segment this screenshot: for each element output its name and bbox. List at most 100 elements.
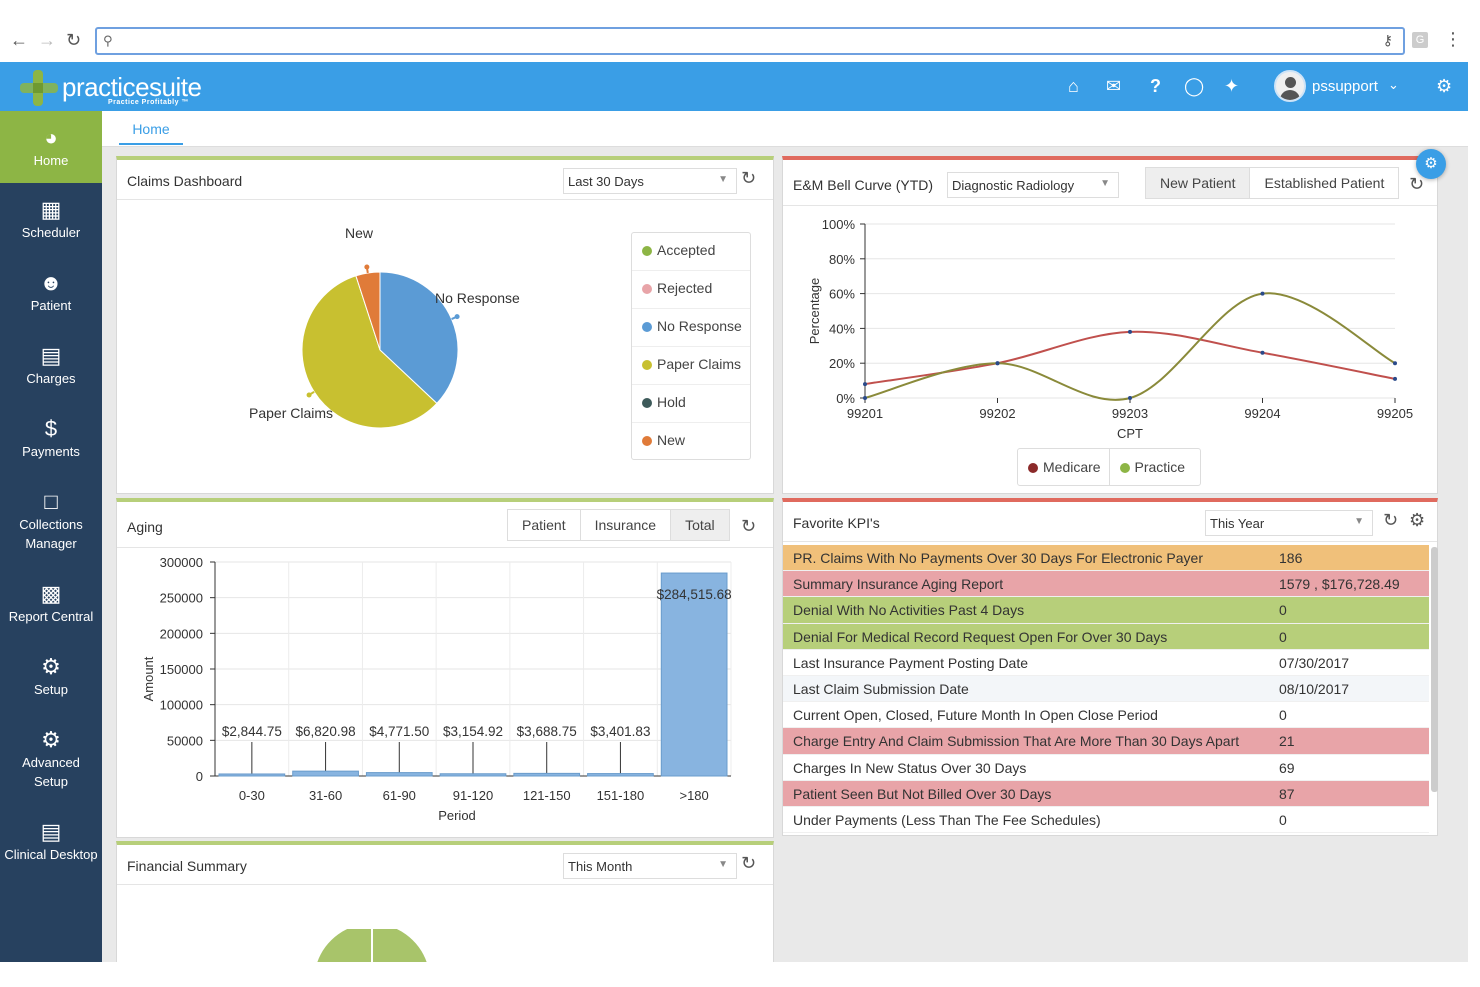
kpi-name: Last Claim Submission Date (793, 680, 969, 697)
sidebar-item-scheduler[interactable]: ▦ Scheduler (0, 197, 102, 242)
refresh-icon[interactable]: ↻ (1383, 510, 1399, 530)
kpi-row[interactable]: Last Claim Submission Date 08/10/2017 (783, 675, 1429, 703)
kpi-row[interactable]: Current Open, Closed, Future Month In Op… (783, 702, 1429, 729)
kpi-row[interactable]: Denial With No Activities Past 4 Days 0 (783, 597, 1429, 624)
refresh-icon[interactable]: ↻ (741, 516, 757, 536)
legend-item-new[interactable]: New (632, 423, 750, 461)
sidebar-item-label: Scheduler (21, 225, 81, 240)
tab-home[interactable]: Home (119, 111, 183, 145)
chevron-down-icon: ▼ (1354, 516, 1364, 527)
financial-range-select[interactable]: This Month ▼ (563, 853, 737, 879)
bar (365, 772, 433, 777)
sidebar-item-label: Patient (30, 298, 72, 313)
sidebar-item-clinical-desktop[interactable]: ▤ Clinical Desktop (0, 819, 102, 864)
panel-header: Financial Summary This Month ▼ ↻ (117, 845, 773, 885)
key-icon[interactable]: ⚷ (1382, 32, 1393, 48)
x-tick-label: 99201 (847, 406, 883, 421)
sidebar-item-report-central[interactable]: ▩ Report Central (0, 581, 102, 626)
dashboard-icon: ◕ (44, 125, 58, 150)
y-tick-label: 0 (196, 769, 203, 784)
panel-header: Aging Patient Insurance Total ↻ (117, 502, 773, 548)
kpi-name: Charges In New Status Over 30 Days (793, 759, 1027, 776)
user-icon: ☻ (39, 270, 63, 295)
logo-tagline: Practice Profitably ™ (108, 99, 189, 106)
kpi-row[interactable]: Last Insurance Payment Posting Date 07/30… (783, 649, 1429, 676)
avatar[interactable] (1274, 70, 1306, 102)
kpi-value: 08/10/2017 (1279, 680, 1350, 697)
calendar-icon: ▦ (40, 197, 62, 222)
total-button[interactable]: Total (671, 510, 729, 540)
sidebar-item-charges[interactable]: ▤ Charges (0, 343, 102, 388)
pie-slice (355, 271, 381, 351)
panel-title: Claims Dashboard (127, 173, 243, 189)
kpi-name: Current Open, Closed, Future Month In Op… (793, 707, 1158, 724)
kpi-row[interactable]: Under Payments (Less Than The Fee Schedu… (783, 806, 1429, 834)
home-icon[interactable]: ⌂ (1068, 76, 1079, 96)
new-patient-button[interactable]: New Patient (1146, 168, 1251, 198)
kpi-row[interactable]: Denial For Medical Record Request Open F… (783, 623, 1429, 650)
y-tick-label: 250000 (160, 591, 203, 606)
settings-fab[interactable]: ⚙ (1416, 149, 1446, 179)
x-axis-label: CPT (1117, 426, 1143, 441)
main-content: Home Claims Dashboard Last 30 Days ▼ ↻ N… (102, 111, 1468, 963)
panel-header: Claims Dashboard Last 30 Days ▼ ↻ (117, 160, 773, 200)
sidebar-item-patient[interactable]: ☻ Patient (0, 270, 102, 315)
address-bar[interactable]: ⚲ ⚷ (95, 27, 1405, 55)
legend-item-medicare[interactable]: Medicare (1018, 449, 1110, 485)
legend-item-rejected[interactable]: Rejected (632, 271, 750, 309)
username[interactable]: pssupport (1312, 78, 1378, 95)
kpi-scrollbar[interactable] (1431, 547, 1438, 792)
sidebar-item-advanced-setup[interactable]: ⚙ Advanced Setup (0, 727, 102, 791)
established-patient-button[interactable]: Established Patient (1264, 175, 1385, 191)
tag-icon[interactable]: ✦ (1224, 76, 1240, 96)
legend-item-practice[interactable]: Practice (1110, 449, 1201, 485)
browser-menu-icon[interactable]: ⋮ (1444, 29, 1462, 49)
chevron-down-icon[interactable]: ⌄ (1388, 77, 1399, 92)
pie-slice (379, 271, 459, 405)
back-icon[interactable]: ← (10, 30, 28, 50)
search-icon: ⚲ (103, 33, 113, 48)
kpi-range-select[interactable]: This Year ▼ (1205, 510, 1373, 536)
refresh-icon[interactable]: ↻ (741, 853, 757, 873)
refresh-icon[interactable]: ↻ (1409, 174, 1425, 194)
select-value: Last 30 Days (568, 174, 644, 189)
pie-slice (301, 275, 438, 429)
legend-item-no-response[interactable]: No Response (632, 309, 750, 347)
mail-icon[interactable]: ✉ (1106, 76, 1122, 96)
forward-icon[interactable]: → (38, 30, 56, 50)
chat-icon[interactable]: ◯ (1184, 76, 1205, 96)
patient-button[interactable]: Patient (508, 510, 581, 540)
series-point (1260, 291, 1265, 296)
kpi-value: 186 (1279, 550, 1303, 566)
kpi-row[interactable]: Charges In New Status Over 30 Days 69 (783, 754, 1429, 781)
kpi-row[interactable]: Summary Insurance Aging Report 1579 , $17… (783, 571, 1429, 598)
claims-range-select[interactable]: Last 30 Days ▼ (563, 168, 737, 194)
gears-icon: ⚙ (41, 727, 61, 752)
kpi-row[interactable]: PR. Claims With No Payments Over 30 Days… (783, 545, 1429, 572)
sidebar-item-home[interactable]: ◕ Home (0, 111, 102, 183)
settings-gears-icon[interactable]: ⚙ (1436, 76, 1453, 96)
bell-curve-panel: E&M Bell Curve (YTD) Diagnostic Radiolog… (782, 156, 1438, 494)
folder-icon: □ (44, 489, 58, 514)
reload-icon[interactable]: ↻ (66, 30, 82, 50)
sidebar-item-setup[interactable]: ⚙ Setup (0, 654, 102, 699)
refresh-icon[interactable]: ↻ (741, 168, 757, 188)
insurance-button[interactable]: Insurance (581, 510, 672, 540)
charges-icon: ▤ (40, 343, 62, 368)
specialty-select[interactable]: Diagnostic Radiology ▼ (947, 172, 1119, 198)
x-tick-label: 99202 (979, 406, 1015, 421)
kpi-name: PR. Claims With No Payments Over 30 Days… (793, 550, 1204, 566)
browser-toolbar: ← → ↻ ⚲ ⚷ G ⋮ (0, 20, 1480, 62)
legend-item-hold[interactable]: Hold (632, 385, 750, 423)
x-tick-label: 61-90 (383, 788, 416, 803)
gear-icon[interactable]: ⚙ (1409, 510, 1426, 530)
legend-item-paper-claims[interactable]: Paper Claims (632, 347, 750, 385)
kpi-row[interactable]: Patient Seen But Not Billed Over 30 Days… (783, 780, 1429, 807)
sidebar-item-payments[interactable]: $ Payments (0, 416, 102, 461)
extension-icon[interactable]: G (1412, 32, 1428, 48)
x-tick-label: 0-30 (239, 788, 265, 803)
help-icon[interactable]: ? (1150, 76, 1161, 96)
sidebar-item-collections-manager[interactable]: □ Collections Manager (0, 489, 102, 553)
kpi-row[interactable]: Charge Entry And Claim Submission That A… (783, 728, 1429, 755)
legend-item-accepted[interactable]: Accepted (632, 233, 750, 271)
